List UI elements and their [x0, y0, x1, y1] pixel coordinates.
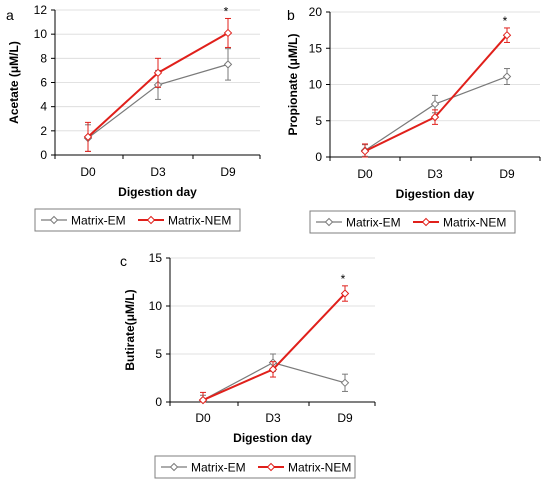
- legend: Matrix-EM Matrix-NEM: [154, 455, 356, 479]
- x-tick-label: D9: [337, 411, 353, 425]
- data-point: [340, 378, 350, 388]
- panel-label: b: [287, 7, 295, 23]
- series-line: [202, 292, 346, 401]
- legend-swatch-marker: [421, 217, 431, 227]
- x-tick-label: D3: [427, 167, 443, 181]
- data-point: [153, 68, 163, 78]
- chart-panel-b: 0 5 10 15 20 D0 D3 D9 * b Digestion day Propionate …: [286, 5, 541, 234]
- legend-swatch-marker: [324, 217, 334, 227]
- significance-mark: *: [503, 14, 508, 28]
- legend: Matrix-EM Matrix-NEM: [34, 208, 241, 232]
- panel-label: a: [6, 7, 14, 23]
- y-tick-label: 0: [40, 148, 47, 162]
- legend-swatch-marker: [266, 462, 276, 472]
- legend-label: Matrix-NEM: [168, 214, 231, 228]
- y-tick-label: 15: [149, 251, 163, 265]
- y-tick-label: 2: [40, 124, 47, 138]
- legend-box: [154, 455, 356, 479]
- data-point: [502, 30, 512, 40]
- series-line: [364, 34, 508, 153]
- x-axis-title: Digestion day: [233, 431, 312, 445]
- y-tick-label: 10: [309, 78, 323, 92]
- x-axis-title: Digestion day: [118, 185, 197, 199]
- y-tick-label: 12: [34, 3, 48, 17]
- series-line: [364, 75, 508, 151]
- x-tick-label: D0: [195, 411, 211, 425]
- legend-swatch-marker: [49, 215, 59, 225]
- panel-label: c: [120, 253, 127, 269]
- data-point: [83, 132, 93, 142]
- x-tick-label: D3: [150, 165, 166, 179]
- y-tick-label: 5: [155, 347, 162, 361]
- chart-panel-c: 0 5 10 15 D0 D3 D9 * c Digestion day Butirate(μM/L…: [120, 251, 376, 479]
- y-axis-title: Propionate (μM/L): [286, 33, 300, 135]
- legend-box: [34, 208, 241, 232]
- x-axis-title: Digestion day: [396, 187, 475, 201]
- x-tick-label: D0: [357, 167, 373, 181]
- x-tick-label: D9: [499, 167, 515, 181]
- y-tick-label: 10: [34, 27, 48, 41]
- data-point: [360, 146, 370, 156]
- legend: Matrix-EM Matrix-NEM: [309, 210, 516, 234]
- y-tick-label: 10: [149, 299, 163, 313]
- significance-mark: *: [341, 272, 346, 286]
- legend-label: Matrix-EM: [191, 461, 246, 475]
- data-point: [223, 60, 233, 69]
- significance-mark: *: [224, 4, 229, 18]
- y-tick-label: 20: [309, 5, 323, 19]
- legend-swatch-marker: [169, 462, 179, 472]
- legend-label: Matrix-NEM: [443, 216, 506, 230]
- legend-label: Matrix-EM: [71, 214, 126, 228]
- data-point: [340, 289, 350, 298]
- x-tick-label: D3: [265, 411, 281, 425]
- data-point: [268, 365, 278, 374]
- y-tick-label: 0: [315, 150, 322, 164]
- data-point: [430, 99, 440, 109]
- series-matrix-nem: [360, 27, 512, 158]
- y-tick-label: 5: [315, 114, 322, 128]
- legend-swatch-marker: [146, 215, 156, 225]
- data-point: [502, 72, 512, 81]
- y-tick-label: 6: [40, 76, 47, 90]
- y-tick-label: 15: [309, 41, 323, 55]
- y-tick-label: 8: [40, 51, 47, 65]
- legend-label: Matrix-NEM: [288, 461, 351, 475]
- data-point: [223, 28, 233, 38]
- chart-panel-a: 0 2 4 6 8 10 12 D0 D3 D9 * a Digestion day Acetate (μ…: [6, 3, 261, 232]
- y-axis-title: Acetate (μM/L): [7, 41, 21, 124]
- x-tick-label: D0: [80, 165, 96, 179]
- y-tick-label: 4: [40, 100, 47, 114]
- data-point: [198, 395, 208, 405]
- y-tick-label: 0: [155, 395, 162, 409]
- legend-label: Matrix-EM: [346, 216, 401, 230]
- series-matrix-nem: [198, 285, 350, 405]
- y-axis-title: Butirate(μM/L): [123, 289, 137, 370]
- legend-box: [309, 210, 516, 234]
- data-point: [430, 112, 440, 122]
- x-tick-label: D9: [220, 165, 236, 179]
- series-matrix-nem: [83, 17, 233, 152]
